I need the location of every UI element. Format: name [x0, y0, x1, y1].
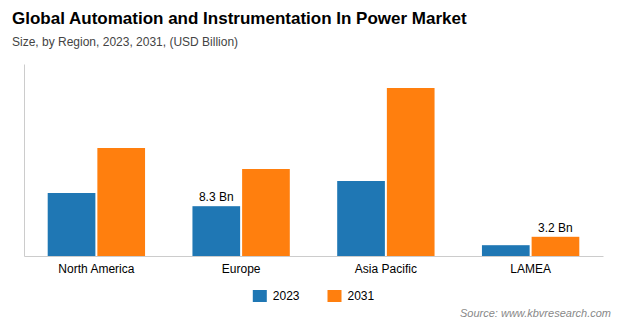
- x-axis: North America Europe Asia Pacific LAMEA: [25, 256, 604, 276]
- bar: [242, 169, 290, 256]
- bars: [48, 88, 580, 256]
- x-axis-line: [25, 256, 604, 257]
- bar: [482, 245, 530, 256]
- x-tick: LAMEA: [510, 256, 551, 276]
- y-axis: [24, 65, 25, 257]
- chart-svg: Global Automation and Instrumentation In…: [0, 0, 619, 322]
- legend-swatch: [253, 290, 267, 302]
- legend: 2023 2031: [253, 289, 375, 303]
- legend-item: 2031: [328, 289, 375, 303]
- x-tick-label: LAMEA: [510, 262, 551, 276]
- x-tick: Europe: [222, 256, 261, 276]
- x-tick: Asia Pacific: [355, 256, 417, 276]
- bar: [532, 237, 580, 256]
- source: Source: www.kbvresearch.com: [460, 307, 611, 319]
- y-axis-line: [24, 65, 25, 257]
- annotations: 8.3 Bn 3.2 Bn: [199, 190, 573, 235]
- annotation: 8.3 Bn: [199, 190, 234, 204]
- subtitle: Size, by Region, 2023, 2031, (USD Billio…: [12, 35, 238, 49]
- legend-item: 2023: [253, 289, 300, 303]
- title: Global Automation and Instrumentation In…: [12, 9, 467, 28]
- bar-series: [97, 88, 579, 256]
- bar: [192, 206, 240, 256]
- x-tick-label: Asia Pacific: [355, 262, 417, 276]
- bar: [387, 88, 435, 256]
- bar: [48, 193, 96, 256]
- bar: [97, 148, 145, 256]
- x-tick-label: Europe: [222, 262, 261, 276]
- bar: [337, 181, 385, 256]
- annotation: 3.2 Bn: [538, 221, 573, 235]
- chart-container: Global Automation and Instrumentation In…: [0, 0, 619, 322]
- legend-label: 2023: [273, 289, 300, 303]
- x-tick-label: North America: [58, 262, 134, 276]
- legend-swatch: [328, 290, 342, 302]
- x-tick: North America: [58, 256, 134, 276]
- legend-label: 2031: [348, 289, 375, 303]
